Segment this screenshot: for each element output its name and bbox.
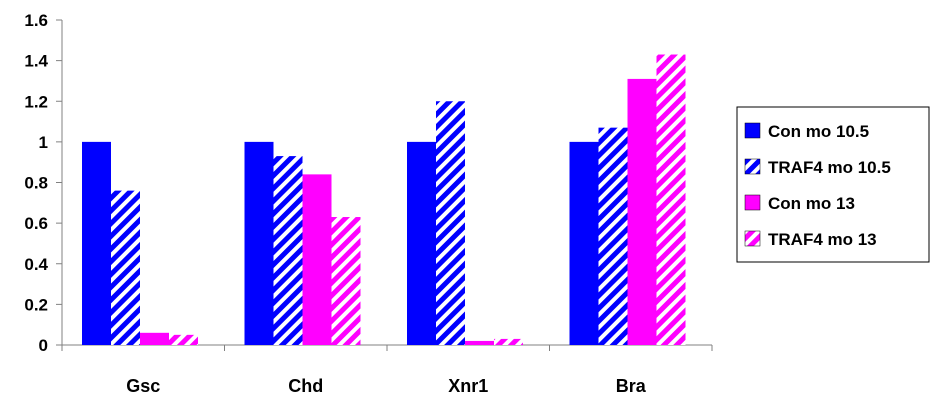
bar-bra-series-2	[598, 127, 628, 345]
bar-chd-series-2	[273, 156, 303, 345]
bar-xnr1-series-4	[494, 338, 523, 345]
bar-gsc-series-4	[169, 334, 198, 345]
legend-label: Con mo 13	[768, 194, 855, 213]
legend-swatch	[744, 158, 761, 175]
legend-box	[736, 106, 930, 263]
y-tick-label: 1.2	[24, 92, 48, 111]
bar-gsc-series-1	[82, 141, 111, 345]
bar-chd-series-4	[331, 217, 361, 345]
bar-gsc-series-2	[111, 190, 140, 345]
bar-xnr1-series-2	[436, 101, 465, 345]
y-tick-label: 1.6	[24, 11, 48, 30]
bar-gsc-series-3	[140, 332, 169, 345]
x-category-label: Bra	[616, 376, 647, 396]
y-tick-label: 1	[39, 133, 48, 152]
bar-bra-series-4	[656, 54, 686, 345]
x-axis: Gsc Chd Xnr1 Bra	[61, 344, 713, 396]
x-category-label: Chd	[288, 376, 323, 396]
y-axis: 0 0.2 0.4 0.6 0.8 1 1.2 1.4 1.6	[24, 11, 63, 355]
legend-label: TRAF4 mo 10.5	[768, 158, 891, 177]
bar-xnr1-series-3	[465, 340, 494, 345]
x-category-label: Xnr1	[448, 376, 488, 396]
y-tick-label: 1.4	[24, 52, 48, 71]
y-tick-label: 0.8	[24, 174, 48, 193]
x-category-label: Gsc	[126, 376, 160, 396]
bar-xnr1-series-1	[407, 141, 436, 345]
bar-chd-series-1	[244, 141, 274, 345]
legend-label: TRAF4 mo 13	[768, 230, 877, 249]
bars	[82, 54, 686, 345]
legend-swatch	[744, 194, 761, 211]
y-tick-label: 0.4	[24, 255, 48, 274]
bar-chd-series-3	[302, 174, 332, 345]
y-tick-label: 0	[39, 336, 48, 355]
bar-bra-series-3	[627, 78, 657, 345]
legend-swatch	[744, 122, 761, 139]
legend-label: Con mo 10.5	[768, 122, 869, 141]
bar-bra-series-1	[569, 141, 599, 345]
legend-swatch	[744, 230, 761, 247]
legend: Con mo 10.5 TRAF4 mo 10.5 Con mo 13 TRAF4 m…	[736, 106, 930, 263]
y-tick-label: 0.2	[24, 295, 48, 314]
y-tick-label: 0.6	[24, 214, 48, 233]
